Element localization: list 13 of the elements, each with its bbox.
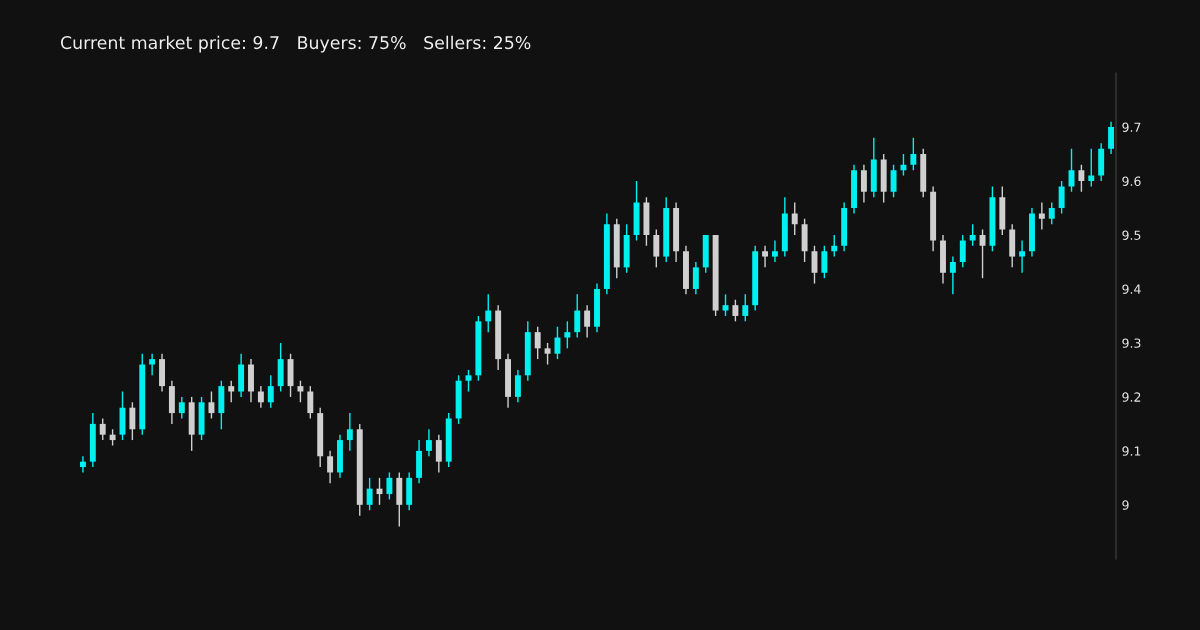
candlestick <box>564 320 571 350</box>
y-tick-label: 9.5 <box>1122 230 1141 240</box>
candlestick <box>228 380 235 403</box>
chart-title: Current market price: 9.7 Buyers: 75% Sellers: 25% <box>60 35 531 53</box>
candlestick <box>544 342 551 366</box>
y-tick-label: 9.6 <box>1122 176 1141 186</box>
y-tick-label: 9.2 <box>1122 392 1141 402</box>
y-tick-label: 9.1 <box>1122 446 1141 456</box>
y-tick-label: 9.3 <box>1122 338 1141 348</box>
y-tick-label: 9.4 <box>1122 284 1141 294</box>
y-tick-label: 9 <box>1122 500 1129 510</box>
candlestick <box>297 380 304 403</box>
y-tick-label: 9.7 <box>1122 122 1141 132</box>
